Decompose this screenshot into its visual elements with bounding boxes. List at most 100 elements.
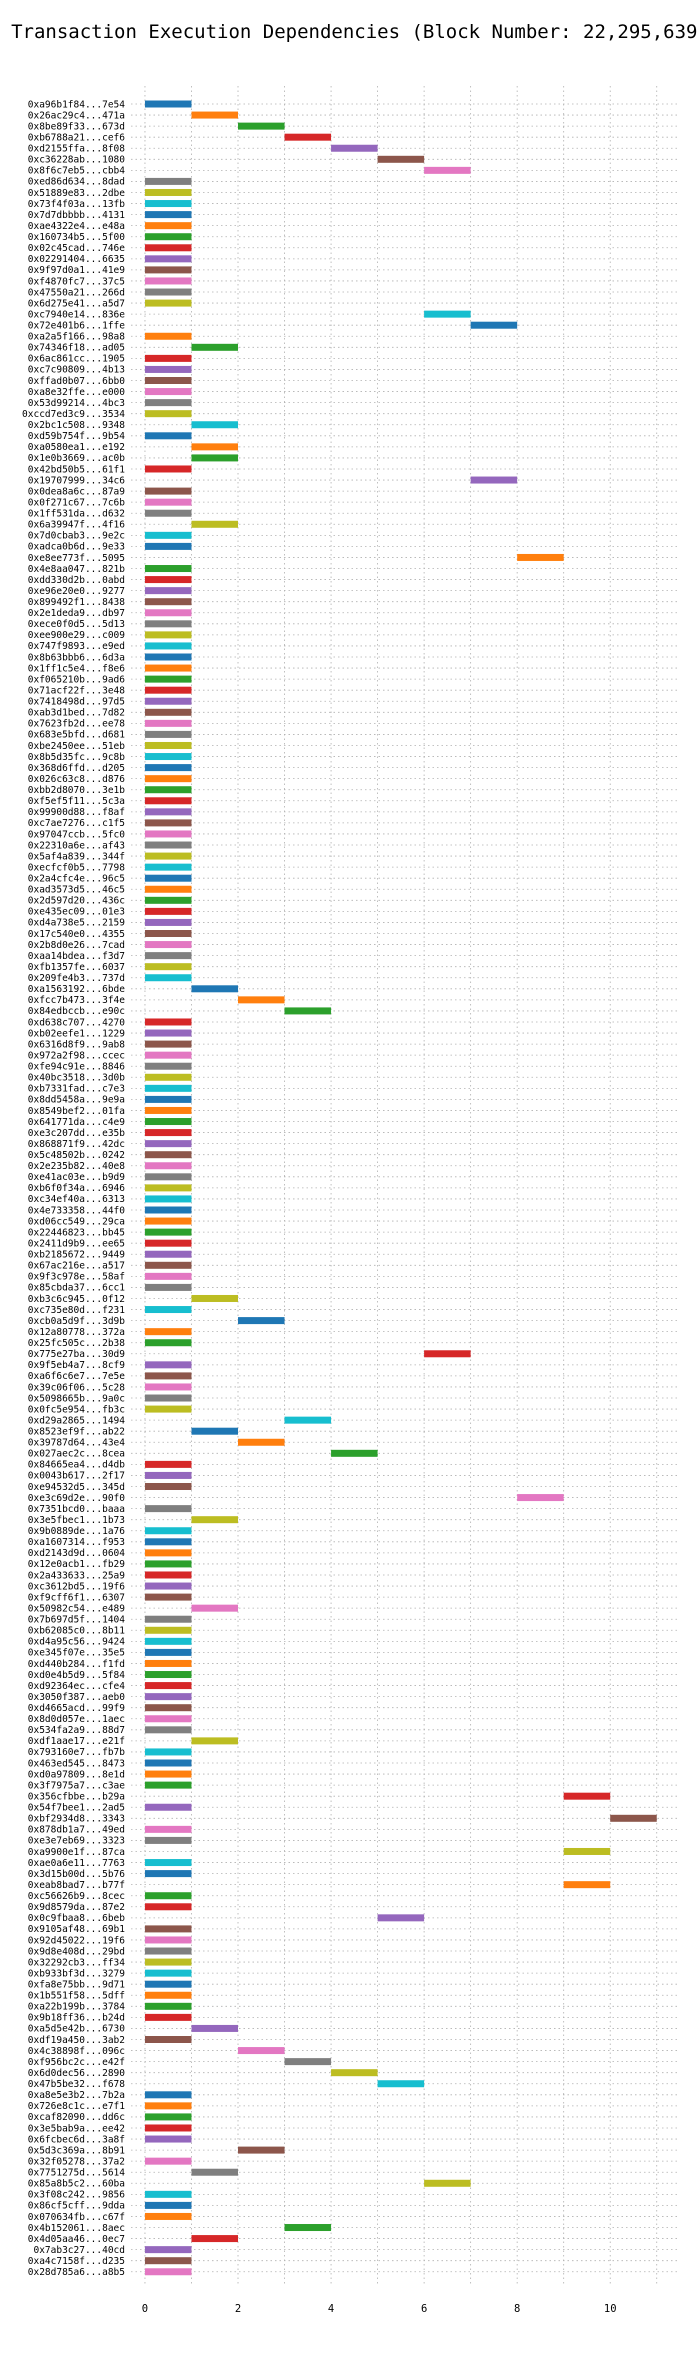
task-bar (144, 498, 192, 506)
task-bar (144, 819, 192, 827)
task-bar (144, 1538, 192, 1546)
task-bar (191, 2024, 239, 2032)
y-tick-label: 0x7351bcd0...baaa (28, 1504, 125, 1515)
task-bar (144, 653, 192, 661)
y-tick-label: 0xecfcf0b5...7798 (28, 862, 126, 873)
task-bar (377, 155, 425, 163)
task-bar (144, 465, 192, 473)
y-tick-label: 0xece0f0d5...5d13 (28, 619, 125, 630)
y-tick-label: 0x209fe4b3...737d (28, 973, 125, 984)
task-bar (144, 576, 192, 584)
y-tick-label: 0x51889e83...2dbe (28, 188, 126, 199)
y-tick-label: 0xc7c90809...4b13 (28, 365, 125, 376)
y-tick-label: 0x026c63c8...d876 (28, 774, 126, 785)
y-tick-label: 0xe96e20e0...9277 (28, 586, 125, 597)
y-tick-label: 0x84edbccb...e90c (28, 1006, 125, 1017)
y-tick-label: 0xd4a95c56...9424 (28, 1637, 126, 1648)
task-bar (144, 1250, 192, 1258)
y-tick-label: 0xd4665acd...99f9 (28, 1703, 126, 1714)
task-bar (377, 1914, 425, 1922)
y-tick-label: 0xbe2450ee...51eb (28, 741, 126, 752)
task-bar (144, 1571, 192, 1579)
y-tick-label: 0xe3c69d2e...90f0 (28, 1493, 126, 1504)
y-tick-label: 0x53d99214...4bc3 (28, 398, 125, 409)
y-tick-label: 0xfcc7b473...3f4e (28, 995, 126, 1006)
y-tick-label: 0xf5ef5f11...5c3a (28, 796, 125, 807)
task-bar (144, 542, 192, 550)
task-bar (144, 918, 192, 926)
y-tick-label: 0x8b5d35fc...9c8b (28, 752, 126, 763)
y-tick-label: 0x9105af48...69b1 (28, 1924, 126, 1935)
task-bar (144, 1892, 192, 1900)
task-bar (144, 1383, 192, 1391)
task-bar (144, 708, 192, 716)
y-tick-label: 0xb6f0f34a...6946 (28, 1183, 126, 1194)
task-bar (144, 863, 192, 871)
y-tick-label: 0x6a39947f...4f16 (28, 520, 126, 531)
task-bar (144, 188, 192, 196)
task-bar (144, 377, 192, 384)
y-tick-label: 0x5af4a839...344f (28, 851, 125, 862)
task-bar (144, 1549, 192, 1557)
y-tick-label: 0xb933bf3d...3279 (28, 1968, 126, 1979)
task-bar (144, 332, 192, 340)
task-bar (144, 1140, 192, 1148)
y-tick-label: 0xfe94c91e...8846 (28, 1062, 126, 1073)
task-bar (144, 952, 192, 960)
y-tick-label: 0x1e0b3669...ac0b (28, 453, 126, 464)
y-tick-label: 0x2a433633...25a9 (28, 1570, 126, 1581)
task-bar (144, 1206, 192, 1214)
y-tick-label: 0x99900d88...f8af (28, 807, 125, 818)
task-bar (144, 697, 192, 705)
task-bar (144, 841, 192, 849)
task-bar (144, 1593, 192, 1601)
y-tick-label: 0x12e0acb1...fb29 (28, 1559, 126, 1570)
task-bar (191, 520, 239, 528)
y-tick-label: 0x9f5eb4a7...8cf9 (28, 1360, 126, 1371)
y-tick-label: 0x0c9fbaa8...6beb (28, 1913, 126, 1924)
y-tick-label: 0xc3612bd5...19f6 (28, 1581, 126, 1592)
y-tick-label: 0x02c45cad...746e (28, 243, 126, 254)
task-bar (144, 808, 192, 816)
task-bar (610, 1814, 657, 1822)
task-bar (144, 885, 192, 893)
y-tick-label: 0x26ac29c4...471a (28, 110, 125, 121)
y-tick-label: 0xa0580ea1...e192 (28, 442, 125, 453)
task-bar (144, 775, 192, 783)
task-bar (424, 2179, 471, 2187)
y-tick-label: 0xd440b284...f1fd (28, 1659, 125, 1670)
y-tick-label: 0x368d6ffd...d205 (28, 763, 125, 774)
task-bar (191, 1516, 239, 1524)
y-tick-label: 0xf956bc2c...e42f (28, 2057, 125, 2068)
task-bar (144, 1748, 192, 1756)
y-tick-label: 0xc7940e14...836e (28, 309, 126, 320)
task-bar (144, 2246, 192, 2254)
x-tick-label: 2 (235, 2303, 241, 2315)
y-tick-label: 0xcb0a5d9f...3d9b (28, 1316, 126, 1327)
y-tick-label: 0x2a4cfc4e...96c5 (28, 874, 125, 885)
y-tick-label: 0xbf2934d8...3343 (28, 1814, 125, 1825)
task-bar (144, 1582, 192, 1590)
y-tick-label: 0x67ac216e...a517 (28, 1261, 125, 1272)
y-tick-label: 0x8d0d057e...1aec (28, 1714, 125, 1725)
y-tick-label: 0xae4322e4...e48a (28, 221, 125, 232)
task-bar (144, 2036, 192, 2043)
y-tick-label: 0x8523ef9f...ab22 (28, 1427, 125, 1438)
task-bar (144, 907, 192, 915)
y-tick-label: 0x7d7dbbbb...4131 (28, 210, 126, 221)
task-bar (144, 1903, 192, 1911)
y-tick-label: 0xb02eefe1...1229 (28, 1028, 126, 1039)
task-bar (144, 974, 192, 982)
task-bar (191, 1737, 239, 1745)
y-tick-label: 0xdf1aae17...e21f (28, 1736, 125, 1747)
y-tick-label: 0x5c48502b...0242 (28, 1150, 125, 1161)
task-bar (144, 2257, 192, 2265)
task-bar (470, 321, 518, 329)
y-tick-label: 0x25fc505c...2b38 (28, 1338, 126, 1349)
task-bar (144, 941, 192, 949)
task-bar (144, 1870, 192, 1878)
y-tick-label: 0x6fcbec6d...3a8f (28, 2134, 125, 2145)
y-tick-label: 0x8549bef2...01fa (28, 1106, 125, 1117)
